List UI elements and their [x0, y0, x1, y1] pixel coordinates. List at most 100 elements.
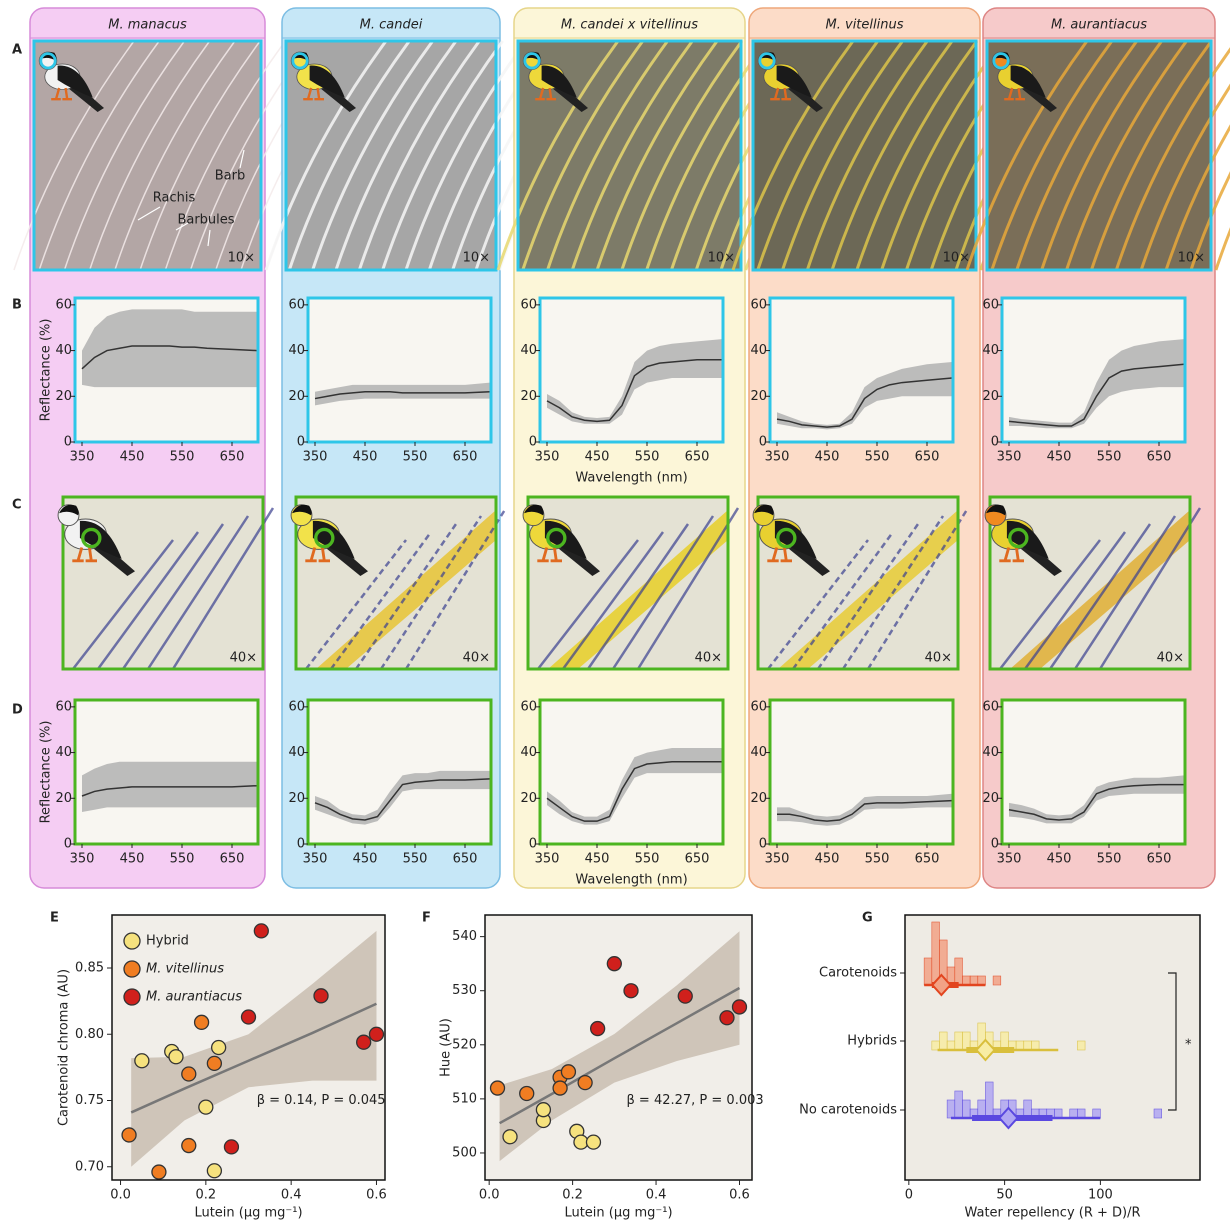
data-point: [253, 923, 269, 939]
photo-frame: [988, 495, 1192, 671]
bird-cap: [754, 504, 774, 516]
x-tick-label: 650: [915, 450, 940, 465]
reflectance-band: [1009, 775, 1184, 824]
highlight-ring: [992, 52, 1010, 70]
bird-icon: [984, 504, 1062, 576]
reflectance-line: [546, 358, 722, 423]
barbule: [999, 539, 1101, 670]
feather-barb: [855, 40, 979, 271]
x-tick-label: 350: [70, 852, 95, 867]
bird-legs: [767, 547, 793, 563]
x-tick-label: 650: [453, 450, 478, 465]
x-tick-label: 50: [996, 1188, 1013, 1203]
photo-frame: [294, 495, 498, 671]
feather-barb: [595, 40, 719, 271]
data-point: [560, 1064, 577, 1080]
magnification: 10×: [1178, 251, 1205, 266]
histogram-bar: [1092, 1108, 1101, 1119]
magnification: 40×: [230, 651, 257, 666]
reflectance-band: [315, 770, 490, 825]
plot-frame: [484, 914, 753, 1181]
annotation-arrow: [137, 149, 245, 247]
histogram-bar: [946, 1099, 956, 1119]
x-tick-label: 100: [1088, 1188, 1113, 1203]
histogram-bar: [954, 957, 963, 986]
category-label: No carotenoids: [799, 1103, 897, 1118]
feather-barb: [521, 40, 644, 271]
plot-frame: [768, 296, 955, 444]
y-tick-label: 60: [520, 699, 537, 714]
panel-letter: C: [12, 498, 22, 513]
plot-frame: [768, 698, 955, 846]
y-tick-label: 60: [55, 699, 72, 714]
data-point: [206, 1163, 223, 1179]
y-tick-label: 0: [297, 435, 305, 450]
x-tick-label: 350: [303, 450, 328, 465]
y-tick-label: 60: [750, 297, 767, 312]
y-tick-label: 0.70: [75, 1159, 104, 1174]
feather-barb: [1139, 83, 1230, 271]
photo-frame: [284, 39, 498, 272]
data-point: [168, 1049, 184, 1065]
feather-barb: [1015, 40, 1138, 271]
feather-barb: [965, 40, 1089, 271]
x-tick-label: 450: [585, 852, 610, 867]
barbule: [841, 515, 945, 670]
x-tick-label: 450: [815, 450, 840, 465]
bird-icon: [757, 51, 823, 112]
bird-icon: [752, 504, 830, 576]
highlight-ring: [776, 527, 797, 549]
bird-icon: [290, 51, 356, 112]
histogram-bar: [1023, 1040, 1032, 1051]
reflectance-band: [315, 382, 490, 406]
data-point: [731, 999, 748, 1015]
barbule: [72, 539, 174, 670]
data-point: [210, 1039, 227, 1056]
barbule: [791, 531, 895, 670]
feather-barb: [264, 40, 388, 271]
y-axis-label: Carotenoid chroma (AU): [57, 969, 72, 1126]
data-point: [193, 1014, 210, 1030]
barbule: [561, 531, 665, 670]
feather-barb: [645, 40, 768, 271]
feather-barb: [139, 40, 261, 271]
legend-swatch: [123, 960, 141, 978]
y-tick-label: 20: [55, 791, 72, 806]
bird-legs: [303, 87, 325, 101]
y-tick-label: 510: [452, 1091, 477, 1106]
species-name: M. aurantiacus: [1051, 18, 1147, 33]
reflectance-line: [777, 799, 953, 822]
feather-barb: [830, 40, 954, 271]
x-tick-label: 0.0: [110, 1188, 131, 1203]
plot-area: [1002, 700, 1185, 844]
data-point: [519, 1085, 535, 1102]
x-axis-label: Wavelength (nm): [575, 873, 687, 888]
x-tick-label: 650: [220, 450, 245, 465]
x-tick-label: 550: [403, 450, 428, 465]
panel-letter: E: [50, 911, 59, 926]
feather-barb: [13, 40, 135, 271]
bird-legs: [535, 87, 557, 101]
significance-bracket: [1168, 972, 1177, 1111]
plot-frame: [73, 698, 260, 846]
reflectance-line: [1008, 783, 1184, 821]
highlight-ring: [523, 52, 541, 70]
barbule: [586, 523, 690, 670]
feather-barb: [164, 40, 286, 271]
x-tick-label: 550: [403, 852, 428, 867]
barbule: [866, 507, 970, 670]
histogram-bar: [1015, 1040, 1025, 1051]
panel-letter: D: [12, 703, 23, 718]
species-name: M. vitellinus: [826, 18, 904, 33]
magnification: 10×: [228, 251, 255, 266]
feather-barb: [114, 40, 236, 271]
bird-legs: [537, 547, 563, 563]
reflectance-line: [81, 345, 258, 370]
category-label: Carotenoids: [819, 966, 897, 981]
reflectance-line: [81, 784, 258, 797]
histogram-bar: [1054, 1108, 1063, 1119]
bird-legs: [770, 87, 792, 101]
feather-barb: [570, 40, 694, 271]
x-tick-label: 450: [585, 450, 610, 465]
